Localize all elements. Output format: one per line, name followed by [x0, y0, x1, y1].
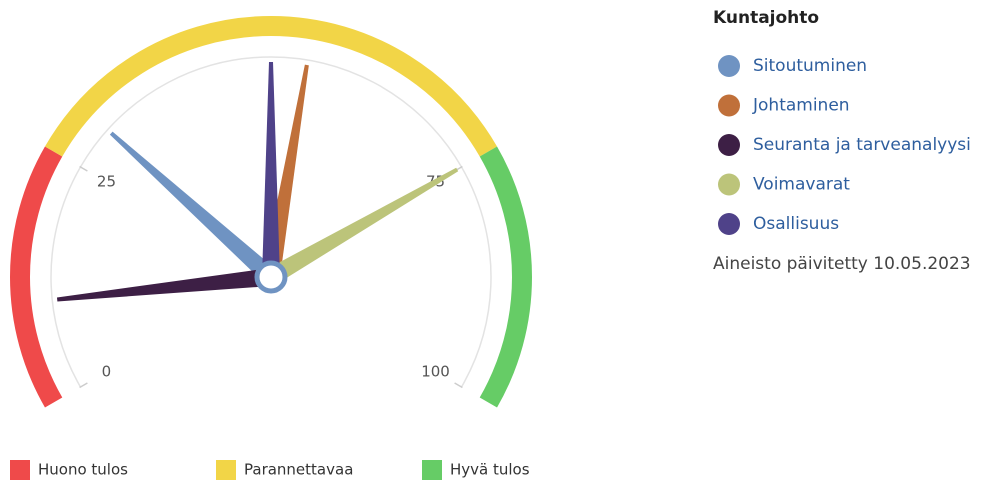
tick-label: 100: [421, 363, 450, 381]
legend-marker: [718, 173, 740, 196]
legend-marker: [718, 134, 740, 156]
gauge-axis: [50, 56, 492, 388]
note: Aineisto päivitetty 10.05.2023: [713, 254, 971, 274]
legend-swatch: [216, 460, 236, 480]
legend-title: Kuntajohto: [713, 8, 819, 28]
legend-swatch: [422, 460, 442, 480]
legend-marker: [718, 94, 740, 117]
legend-label: Parannettavaa: [244, 461, 353, 479]
gauge-band: [479, 146, 532, 408]
legend-marker: [718, 213, 740, 235]
tick-mark: [79, 382, 88, 389]
needle: [56, 268, 272, 302]
legend-label: Seuranta ja tarveanalyysi: [753, 135, 971, 155]
gauge-band: [44, 16, 498, 157]
tick-mark: [79, 165, 88, 172]
tick-label: 25: [97, 173, 116, 191]
needle: [109, 131, 278, 284]
legend-label: Voimavarat: [753, 175, 850, 195]
gauge-band: [10, 146, 63, 408]
tick-label: 0: [102, 363, 112, 381]
legend-swatch: [10, 460, 30, 480]
needle-pivot: [254, 260, 288, 294]
legend-marker: [718, 55, 740, 77]
needle: [266, 167, 459, 285]
legend-label: Osallisuus: [753, 214, 839, 234]
legend-label: Johtaminen: [752, 96, 850, 116]
legend-label: Sitoutuminen: [753, 56, 867, 76]
tick-mark: [454, 382, 463, 389]
legend-label: Huono tulos: [38, 461, 128, 479]
legend-label: Hyvä tulos: [450, 461, 530, 479]
needle: [262, 62, 280, 277]
